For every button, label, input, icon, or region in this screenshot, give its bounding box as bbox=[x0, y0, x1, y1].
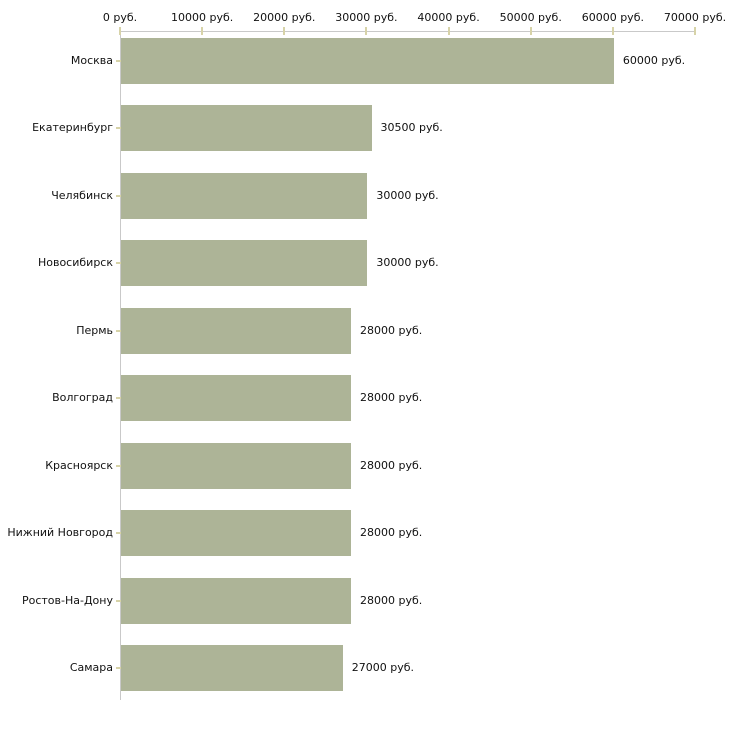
bar bbox=[121, 442, 351, 489]
bar bbox=[121, 645, 343, 691]
x-axis-tick-label: 20000 руб. bbox=[253, 11, 316, 24]
value-label: 27000 руб. bbox=[351, 661, 415, 674]
category-label: Екатеринбург bbox=[32, 121, 113, 134]
category-label: Ростов-На-Дону bbox=[21, 593, 113, 607]
value-label: 28000 руб. bbox=[360, 391, 423, 404]
x-axis-tick bbox=[365, 27, 368, 35]
value-label: 30500 руб. bbox=[380, 121, 443, 134]
x-axis-tick bbox=[694, 27, 696, 35]
category-label: Красноярск bbox=[45, 458, 113, 472]
bar bbox=[121, 375, 351, 421]
category-tick bbox=[116, 329, 121, 332]
x-axis-tick bbox=[447, 27, 450, 35]
x-axis-tick bbox=[529, 27, 532, 35]
bar bbox=[121, 172, 368, 219]
category-tick bbox=[116, 599, 121, 602]
x-axis-tick-label: 60000 руб. bbox=[581, 11, 644, 24]
value-label: 60000 руб. bbox=[622, 53, 686, 67]
category-tick bbox=[116, 532, 121, 534]
bar bbox=[121, 510, 351, 556]
category-label: Пермь bbox=[76, 323, 113, 337]
value-label: 28000 руб. bbox=[360, 323, 423, 337]
value-label: 28000 руб. bbox=[360, 458, 423, 472]
value-label: 30000 руб. bbox=[376, 188, 439, 202]
x-axis-tick bbox=[201, 27, 204, 35]
x-axis-tick bbox=[119, 27, 121, 35]
category-tick bbox=[116, 59, 121, 62]
x-axis-line bbox=[120, 31, 696, 32]
category-tick bbox=[116, 397, 121, 399]
category-label: Москва bbox=[70, 53, 113, 67]
bar bbox=[121, 240, 368, 286]
x-axis-tick bbox=[283, 27, 286, 35]
category-tick bbox=[116, 127, 121, 129]
category-label: Челябинск bbox=[51, 188, 113, 202]
bar bbox=[121, 307, 351, 354]
category-label: Самара bbox=[69, 661, 113, 674]
x-axis-tick-label: 40000 руб. bbox=[417, 11, 480, 24]
category-tick bbox=[116, 194, 121, 197]
bar bbox=[121, 577, 351, 624]
x-axis-tick-label: 30000 руб. bbox=[335, 11, 398, 24]
category-label: Волгоград bbox=[52, 391, 113, 404]
category-label: Новосибирск bbox=[37, 256, 113, 269]
category-tick bbox=[116, 667, 121, 669]
x-axis-tick-label: 50000 руб. bbox=[499, 11, 562, 24]
x-axis-tick-label: 10000 руб. bbox=[171, 11, 234, 24]
bar bbox=[121, 37, 614, 84]
x-axis-tick bbox=[611, 27, 614, 35]
x-axis-tick-label: 0 руб. bbox=[102, 11, 138, 24]
category-tick bbox=[116, 464, 121, 467]
y-axis-line bbox=[120, 31, 121, 700]
x-axis-tick-label: 70000 руб. bbox=[663, 11, 727, 24]
value-label: 30000 руб. bbox=[376, 256, 439, 269]
value-label: 28000 руб. bbox=[360, 526, 423, 539]
category-tick bbox=[116, 262, 121, 264]
value-label: 28000 руб. bbox=[360, 593, 423, 607]
bar bbox=[121, 105, 372, 151]
category-label: Нижний Новгород bbox=[7, 526, 113, 539]
